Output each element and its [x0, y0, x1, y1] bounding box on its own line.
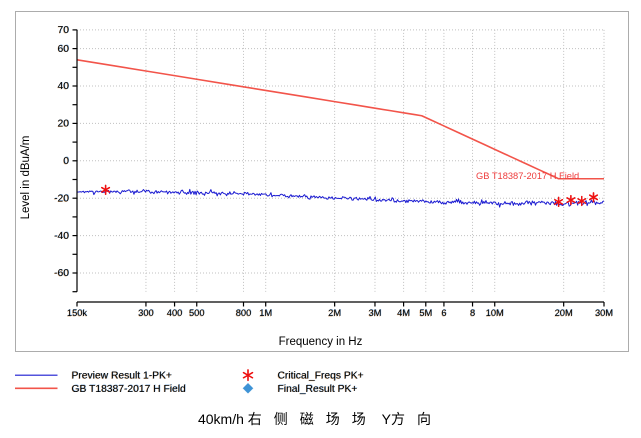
svg-text:Preview Result 1-PK+: Preview Result 1-PK+	[72, 371, 172, 382]
svg-text:8: 8	[470, 308, 475, 318]
svg-text:20M: 20M	[555, 308, 573, 318]
svg-text:2M: 2M	[328, 308, 341, 318]
svg-text:20: 20	[58, 119, 70, 130]
svg-text:10M: 10M	[486, 308, 504, 318]
svg-text:5M: 5M	[419, 308, 432, 318]
svg-text:Final_Result PK+: Final_Result PK+	[278, 384, 358, 395]
svg-text:150k: 150k	[67, 308, 88, 318]
svg-text:500: 500	[189, 308, 205, 318]
svg-text:GB T18387-2017 H Field: GB T18387-2017 H Field	[476, 171, 579, 181]
svg-text:3M: 3M	[369, 308, 382, 318]
svg-text:400: 400	[167, 308, 183, 318]
svg-text:300: 300	[138, 308, 154, 318]
svg-text:800: 800	[236, 308, 252, 318]
svg-text:6: 6	[441, 308, 446, 318]
svg-text:30M: 30M	[595, 308, 613, 318]
svg-text:1M: 1M	[259, 308, 272, 318]
svg-text:60: 60	[58, 44, 70, 55]
svg-text:70: 70	[58, 25, 70, 36]
svg-text:-60: -60	[54, 268, 69, 279]
svg-text:0: 0	[63, 156, 69, 167]
svg-text:Critical_Freqs PK+: Critical_Freqs PK+	[278, 371, 364, 382]
svg-text:4M: 4M	[397, 308, 410, 318]
svg-text:40: 40	[58, 81, 70, 92]
svg-text:-20: -20	[54, 193, 69, 204]
svg-text:GB T18387-2017 H Field: GB T18387-2017 H Field	[72, 384, 187, 395]
svg-text:-40: -40	[54, 231, 69, 242]
